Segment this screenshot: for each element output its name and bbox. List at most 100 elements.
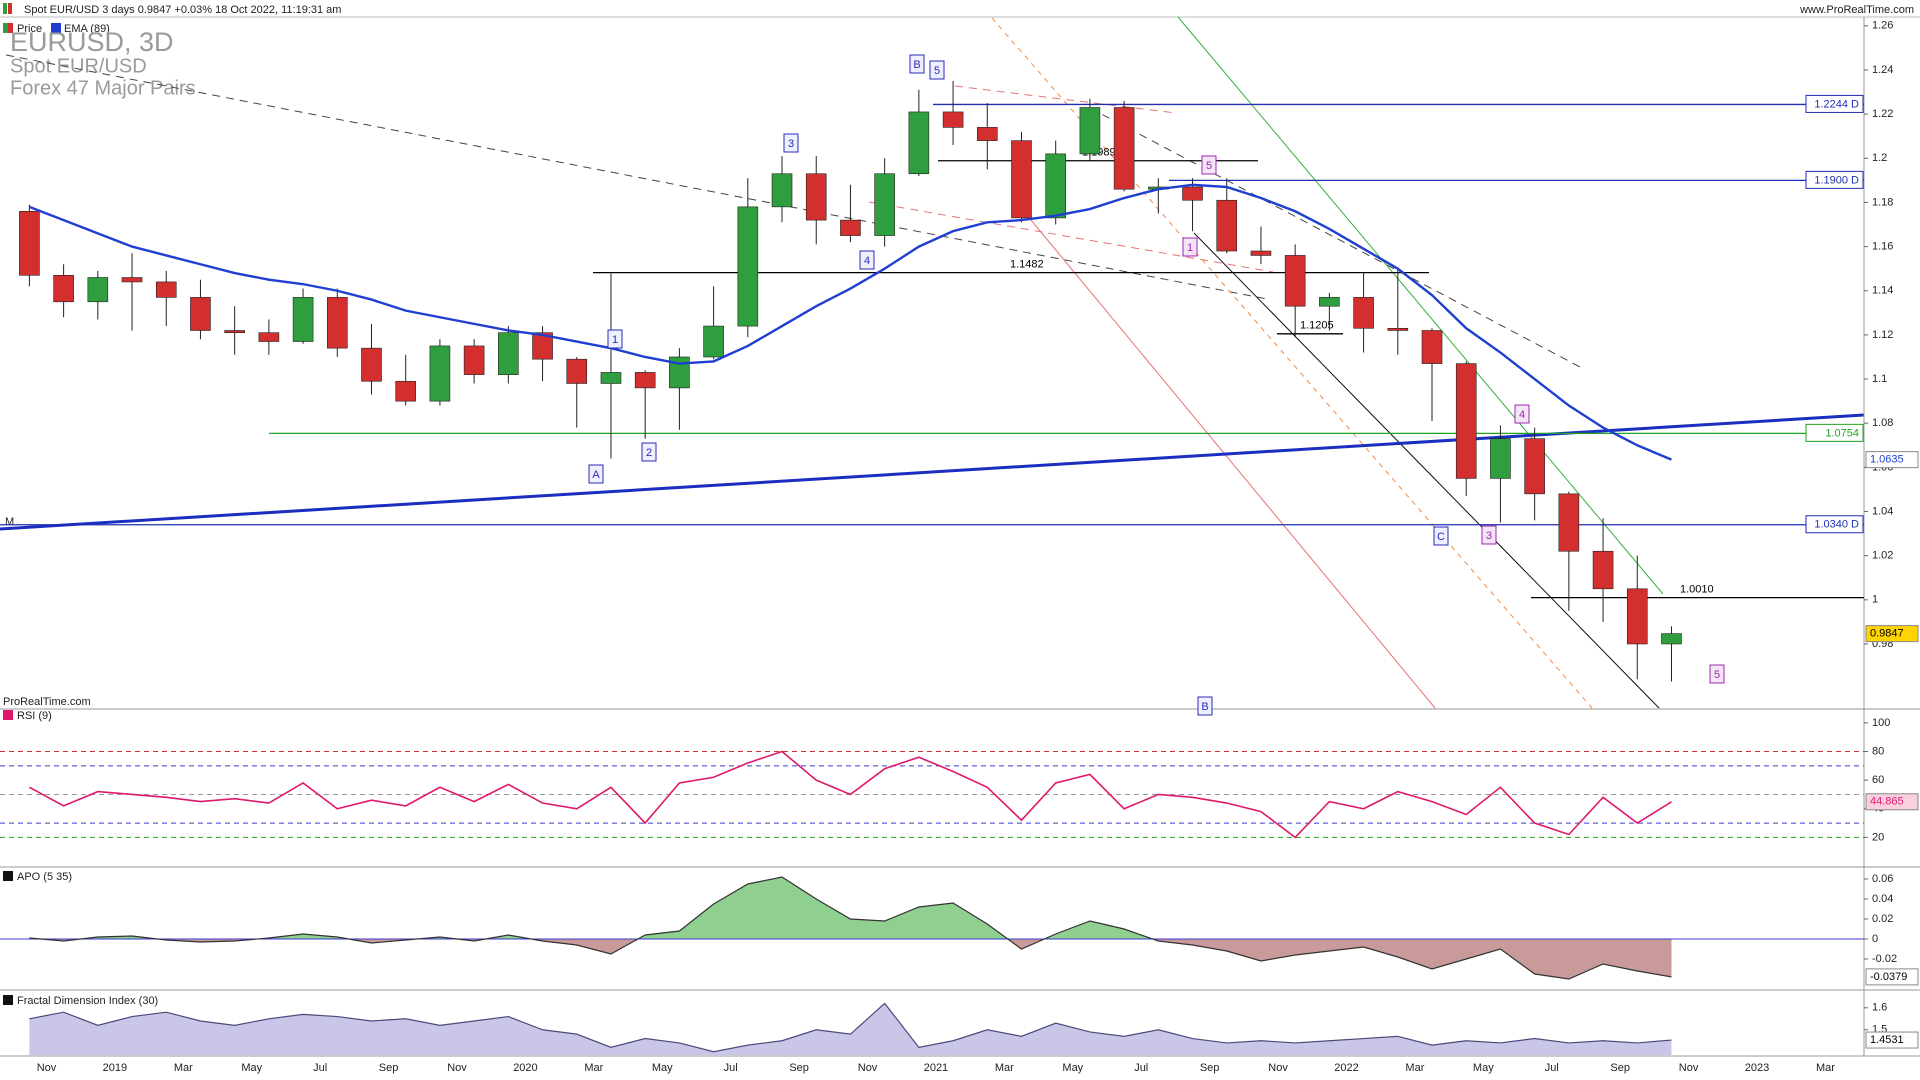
- trend-line: [1193, 232, 1660, 709]
- y-tick-label: 1.12: [1872, 329, 1893, 341]
- y-tick-label: 1.14: [1872, 285, 1893, 297]
- price-value-label: 0.9847: [1870, 628, 1904, 640]
- x-tick-label: Mar: [174, 1062, 193, 1074]
- wave-label-box: [1709, 664, 1725, 684]
- x-tick-label: Jul: [313, 1062, 327, 1074]
- trend-line: [1177, 16, 1664, 595]
- x-tick-label: Sep: [1200, 1062, 1220, 1074]
- wave-label: 4: [864, 255, 870, 267]
- x-tick-label: Mar: [1405, 1062, 1424, 1074]
- x-tick-label: Nov: [858, 1062, 878, 1074]
- rsi-line: [29, 750, 1672, 839]
- candle-body: [1011, 140, 1032, 219]
- x-tick-label: May: [652, 1062, 673, 1074]
- wave-label: C: [1437, 531, 1445, 543]
- fdi-area: [29, 1003, 1672, 1055]
- x-tick-label: May: [241, 1062, 262, 1074]
- wave-label: 3: [788, 138, 794, 150]
- indicator-value-label: 1.4531: [1870, 1034, 1904, 1046]
- price-value-label-box: [1865, 625, 1919, 643]
- candle-body: [1045, 153, 1066, 219]
- candle-body: [1250, 250, 1272, 256]
- x-tick-label: 2021: [924, 1062, 948, 1074]
- rsi-value-label: 44.865: [1870, 796, 1904, 808]
- candle-body: [292, 297, 314, 342]
- wave-label: 3: [1486, 530, 1492, 542]
- candle-body: [1284, 255, 1306, 307]
- candle-body: [908, 111, 930, 175]
- candle-body: [874, 173, 895, 236]
- indicator-value-label: -0.0379: [1870, 971, 1907, 983]
- candle-body: [1182, 186, 1203, 201]
- x-tick-label: May: [1473, 1062, 1494, 1074]
- candle-body: [1592, 550, 1614, 590]
- y-tick-label: 80: [1872, 745, 1884, 757]
- candle-body: [532, 332, 553, 360]
- y-tick-label: 1.18: [1872, 196, 1893, 208]
- legend-swatch: [8, 23, 13, 33]
- candle-body: [1524, 438, 1545, 495]
- trend-line: [954, 85, 1177, 114]
- panel-title: RSI (9): [17, 710, 52, 722]
- x-tick-label: Nov: [1268, 1062, 1288, 1074]
- wave-label-box: [859, 250, 875, 270]
- y-tick-label: 0.04: [1872, 893, 1893, 905]
- legend-swatch: [51, 23, 61, 33]
- candle-body: [1455, 363, 1477, 479]
- candle-body: [326, 297, 348, 349]
- y-tick-label: 1.16: [1872, 241, 1893, 253]
- candle-body: [737, 206, 759, 327]
- wave-label: 5: [1206, 160, 1212, 172]
- trend-line: [868, 201, 1274, 273]
- legend-swatch: [3, 871, 13, 881]
- x-tick-label: Nov: [1679, 1062, 1699, 1074]
- candle-body: [805, 173, 827, 221]
- level-label-box: [1805, 423, 1864, 442]
- chart-note: Forex 47 Major Pairs: [10, 77, 196, 99]
- wave-label-box: [588, 464, 604, 484]
- candle-body: [634, 372, 656, 389]
- x-tick-label: Sep: [789, 1062, 809, 1074]
- candle-body: [258, 332, 280, 342]
- chart-title: EURUSD, 3D: [10, 27, 174, 57]
- x-tick-label: Mar: [995, 1062, 1014, 1074]
- legend-swatch: [3, 995, 13, 1005]
- legend-swatch: [3, 710, 13, 720]
- x-tick-label: 2022: [1334, 1062, 1358, 1074]
- candle-body: [1319, 297, 1340, 307]
- panel-title: APO (5 35): [17, 871, 72, 883]
- wave-label: 2: [646, 447, 652, 459]
- x-tick-label: 2019: [103, 1062, 127, 1074]
- y-tick-label: 1.1: [1872, 373, 1887, 385]
- candle-body: [1353, 297, 1374, 329]
- indicator-value-label-box: [1865, 968, 1919, 986]
- candle-body: [566, 358, 588, 384]
- x-tick-label: Nov: [447, 1062, 467, 1074]
- indicator-value-label-box: [1865, 1031, 1919, 1049]
- x-tick-label: Jul: [1134, 1062, 1148, 1074]
- icon: [8, 3, 12, 14]
- level-label: 1.0754: [1825, 427, 1859, 439]
- y-tick-label: 1.04: [1872, 505, 1893, 517]
- y-tick-label: 1.2: [1872, 152, 1887, 164]
- level-label-box: [1805, 94, 1864, 113]
- x-tick-label: Jul: [1545, 1062, 1559, 1074]
- candle-body: [1421, 330, 1443, 364]
- x-tick-label: 2020: [513, 1062, 537, 1074]
- y-tick-label: 1.08: [1872, 417, 1893, 429]
- y-tick-label: 0.02: [1872, 913, 1893, 925]
- legend-label: Price: [17, 23, 42, 35]
- indicator-line: [29, 876, 1672, 980]
- trend-line: [1025, 213, 1436, 709]
- y-tick-label: 1.02: [1872, 550, 1893, 562]
- wave-label-box: [1481, 525, 1497, 545]
- wave-label-box: [1182, 237, 1198, 257]
- x-tick-label: Sep: [379, 1062, 399, 1074]
- indicator-line: [29, 1002, 1672, 1053]
- y-tick-label: -0.02: [1872, 953, 1897, 965]
- candle-body: [669, 356, 690, 389]
- candle-body: [600, 372, 622, 384]
- candle-body: [87, 277, 109, 303]
- candle-body: [771, 173, 793, 208]
